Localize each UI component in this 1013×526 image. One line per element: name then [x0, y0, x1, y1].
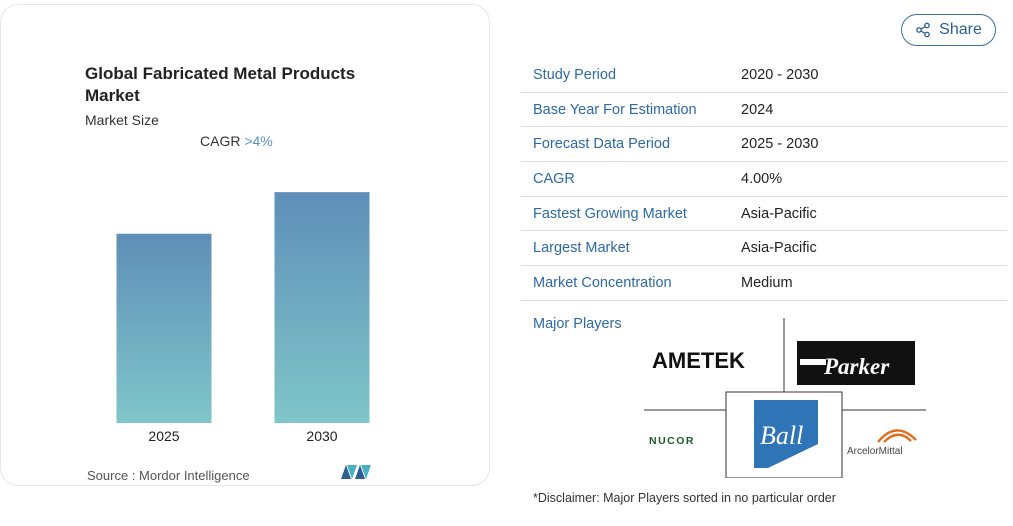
- grid-divider: [725, 391, 843, 478]
- major-players-label: Major Players: [533, 316, 622, 332]
- x-tick-label: 2030: [306, 428, 337, 444]
- bar-2030: [274, 192, 370, 423]
- info-row: CAGR 4.00%: [521, 162, 1007, 197]
- info-key: Base Year For Estimation: [533, 101, 697, 118]
- info-row: Fastest Growing Market Asia-Pacific: [521, 197, 1007, 232]
- arcelormittal-logo: ArcelorMittal: [847, 429, 917, 457]
- parker-logo: Parker: [797, 341, 915, 385]
- info-value: 2025 - 2030: [741, 136, 819, 153]
- info-value: 2020 - 2030: [741, 66, 819, 83]
- info-row: Base Year For Estimation 2024: [521, 93, 1007, 128]
- bar-chart: 2025 2030: [116, 192, 370, 444]
- info-row: Market Concentration Medium: [521, 266, 1007, 301]
- svg-text:NUCOR: NUCOR: [649, 435, 695, 447]
- share-button[interactable]: Share: [901, 14, 996, 46]
- cagr-value: >4%: [244, 133, 273, 149]
- nucor-logo: NUCOR: [649, 435, 695, 447]
- market-size-card: Global Fabricated Metal Products Market …: [0, 4, 490, 486]
- info-key: Market Concentration: [533, 274, 672, 291]
- chart-title: Global Fabricated Metal Products Market: [85, 64, 356, 105]
- svg-text:Ball: Ball: [760, 421, 803, 450]
- info-value: 4.00%: [741, 170, 783, 187]
- cagr-label: CAGR >4%: [200, 133, 273, 149]
- info-value: Asia-Pacific: [741, 240, 817, 257]
- info-key: Largest Market: [533, 240, 630, 257]
- major-players-logos: AMETEK Parker NUCOR Ball ArcelorMittal: [644, 318, 926, 478]
- market-info-table: Study Period 2020 - 2030 Base Year For Est…: [521, 58, 1007, 301]
- info-value: Medium: [741, 274, 793, 291]
- info-value: 2024: [741, 101, 774, 118]
- svg-text:Parker: Parker: [823, 354, 890, 379]
- svg-text:AMETEK: AMETEK: [652, 348, 745, 373]
- info-row: Study Period 2020 - 2030: [521, 58, 1007, 93]
- info-key: Forecast Data Period: [533, 136, 671, 153]
- info-value: Asia-Pacific: [741, 205, 817, 222]
- disclaimer-text: *Disclaimer: Major Players sorted in no …: [533, 491, 836, 505]
- ball-logo: Ball: [754, 400, 818, 468]
- x-tick-label: 2025: [148, 428, 179, 444]
- info-row: Largest Market Asia-Pacific: [521, 231, 1007, 267]
- info-key: Fastest Growing Market: [533, 205, 687, 222]
- info-key: Study Period: [533, 66, 617, 83]
- chart-subtitle: Market Size: [85, 112, 159, 128]
- share-icon: [916, 22, 930, 38]
- svg-text:ArcelorMittal: ArcelorMittal: [847, 446, 903, 457]
- info-row: Forecast Data Period 2025 - 2030: [521, 127, 1007, 163]
- bar-2025: [116, 233, 212, 423]
- source-text: Source : Mordor Intelligence: [87, 468, 250, 483]
- ametek-logo: AMETEK: [652, 348, 745, 373]
- share-label: Share: [939, 21, 982, 38]
- cagr-label-text: CAGR: [200, 133, 241, 149]
- mordor-intelligence-logo-icon: [341, 465, 371, 479]
- info-key: CAGR: [533, 170, 575, 187]
